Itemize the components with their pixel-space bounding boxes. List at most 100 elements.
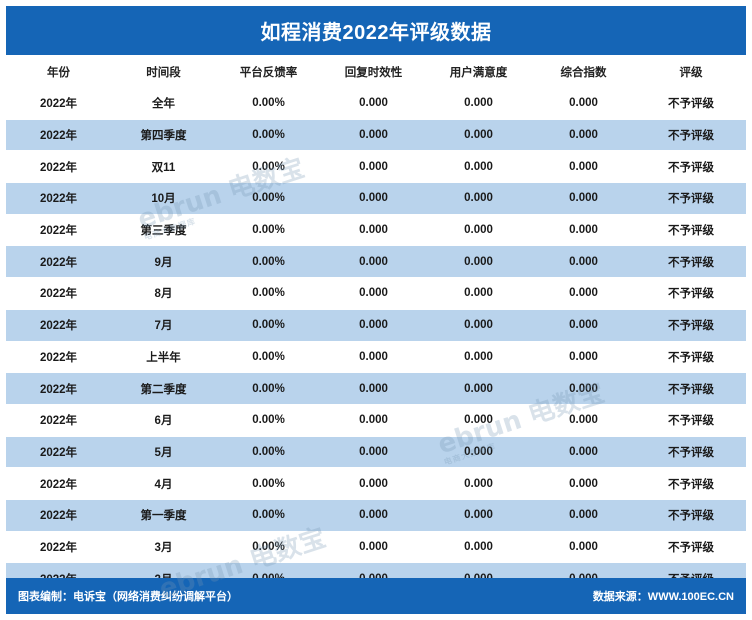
table-cell: 不予评级 — [636, 245, 746, 279]
table-cell: 0.00% — [216, 119, 321, 152]
table-cell: 0.000 — [426, 214, 531, 247]
column-header: 回复时效性 — [344, 66, 403, 79]
table-row: 2022年 全年 0.00% 0.000 0.000 0.000 不予评级 — [6, 88, 746, 120]
column-header: 年份 — [47, 66, 70, 79]
table-cell: 不予评级 — [636, 499, 746, 532]
table-cell: 0.000 — [426, 499, 531, 532]
table-cell: 不予评级 — [636, 119, 746, 152]
table-row: 2022年 9月 0.00% 0.000 0.000 0.000 不予评级 — [6, 245, 746, 279]
table-cell: 0.000 — [321, 245, 426, 279]
table-cell: 0.000 — [321, 150, 426, 184]
table-cell: 不予评级 — [636, 467, 746, 500]
table-cell: 0.000 — [321, 467, 426, 500]
table-cell: 双11 — [111, 150, 216, 184]
table-cell: 上半年 — [111, 341, 216, 374]
table-cell: 5月 — [111, 436, 216, 469]
table-cell: 0.000 — [531, 309, 636, 342]
table-cell: 0.00% — [216, 372, 321, 405]
table-cell: 2022年 — [6, 214, 111, 247]
table-cell: 2022年 — [6, 341, 111, 374]
table-cell: 0.00% — [216, 277, 321, 310]
table-row: 2022年 第一季度 0.00% 0.000 0.000 0.000 不予评级 — [6, 499, 746, 532]
table-cell: 不予评级 — [636, 277, 746, 310]
table-body: 2022年 全年 0.00% 0.000 0.000 0.000 不予评级 2022年 第四季度… — [6, 88, 746, 595]
table-cell: 0.000 — [321, 341, 426, 374]
table-row: 2022年 上半年 0.00% 0.000 0.000 0.000 不予评级 — [6, 341, 746, 374]
table-row: 2022年 第二季度 0.00% 0.000 0.000 0.000 不予评级 — [6, 372, 746, 405]
table-title: 如程消费2022年评级数据 — [6, 6, 746, 55]
table-cell: 不予评级 — [636, 309, 746, 342]
table-cell: 0.000 — [426, 119, 531, 152]
table-cell: 0.000 — [321, 119, 426, 152]
table-cell: 0.000 — [531, 467, 636, 500]
table-cell: 3月 — [111, 531, 216, 564]
table-cell: 0.000 — [531, 531, 636, 564]
table-cell: 0.000 — [531, 214, 636, 247]
table-cell: 2022年 — [6, 150, 111, 184]
footer-bar: 图表编制：电诉宝（网络消费纠纷调解平台） 数据来源：WWW.100EC.CN — [6, 578, 746, 614]
table-cell: 0.00% — [216, 436, 321, 469]
table-row: 2022年 10月 0.00% 0.000 0.000 0.000 不予评级 — [6, 182, 746, 215]
table-cell: 4月 — [111, 467, 216, 500]
column-header: 评级 — [679, 66, 703, 79]
table-cell: 2022年 — [6, 309, 111, 342]
table-cell: 0.000 — [531, 245, 636, 279]
table-cell: 0.000 — [531, 150, 636, 184]
table-cell: 0.00% — [216, 309, 321, 342]
table-cell: 0.000 — [426, 150, 531, 184]
table-cell: 0.000 — [321, 404, 426, 437]
table-cell: 不予评级 — [636, 341, 746, 374]
table-cell: 2022年 — [6, 182, 111, 215]
table-cell: 0.00% — [216, 150, 321, 184]
table-cell: 不予评级 — [636, 88, 746, 120]
column-header: 平台反馈率 — [239, 66, 298, 79]
table-cell: 第二季度 — [111, 372, 216, 405]
table-cell: 8月 — [111, 277, 216, 310]
table-cell: 6月 — [111, 404, 216, 437]
table-cell: 0.000 — [321, 372, 426, 405]
table-cell: 0.00% — [216, 245, 321, 279]
table-cell: 2022年 — [6, 404, 111, 437]
table-cell: 不予评级 — [636, 531, 746, 564]
table-cell: 0.000 — [531, 341, 636, 374]
table-cell: 0.000 — [426, 341, 531, 374]
column-header: 综合指数 — [560, 66, 607, 79]
table-row: 2022年 7月 0.00% 0.000 0.000 0.000 不予评级 — [6, 309, 746, 342]
table-row: 2022年 4月 0.00% 0.000 0.000 0.000 不予评级 — [6, 467, 746, 500]
table-cell: 0.000 — [321, 499, 426, 532]
table-cell: 2022年 — [6, 372, 111, 405]
table-cell: 不予评级 — [636, 404, 746, 437]
table-cell: 0.000 — [426, 531, 531, 564]
table-row: 2022年 第四季度 0.00% 0.000 0.000 0.000 不予评级 — [6, 119, 746, 152]
table-cell: 0.00% — [216, 404, 321, 437]
table-cell: 0.000 — [321, 436, 426, 469]
table-cell: 0.00% — [216, 531, 321, 564]
table-cell: 0.000 — [426, 182, 531, 215]
table-cell: 0.000 — [531, 277, 636, 310]
header-row: 年份 时间段 平台反馈率 回复时效性 用户满意度 综合指数 评级 — [6, 55, 746, 88]
table-cell: 0.000 — [531, 88, 636, 120]
table-row: 2022年 6月 0.00% 0.000 0.000 0.000 不予评级 — [6, 404, 746, 437]
table-row: 2022年 3月 0.00% 0.000 0.000 0.000 不予评级 — [6, 531, 746, 564]
table-cell: 0.000 — [426, 309, 531, 342]
table-cell: 不予评级 — [636, 150, 746, 184]
table-cell: 2022年 — [6, 245, 111, 279]
table-cell: 0.00% — [216, 88, 321, 120]
table-cell: 0.000 — [426, 277, 531, 310]
table-cell: 0.000 — [426, 436, 531, 469]
table-cell: 0.000 — [321, 182, 426, 215]
table-cell: 0.000 — [426, 467, 531, 500]
table-cell: 0.00% — [216, 341, 321, 374]
table-cell: 0.000 — [531, 372, 636, 405]
table-cell: 2022年 — [6, 499, 111, 532]
rating-table-card: 如程消费2022年评级数据 年份 时间段 平台反馈率 回复时效性 用户满意度 综合指数 评级… — [6, 6, 746, 614]
table-cell: 0.000 — [531, 182, 636, 215]
table-row: 2022年 双11 0.00% 0.000 0.000 0.000 不予评级 — [6, 150, 746, 184]
table-cell: 2022年 — [6, 119, 111, 152]
table-cell: 10月 — [111, 182, 216, 215]
table-cell: 全年 — [111, 88, 216, 120]
column-header: 用户满意度 — [449, 66, 508, 79]
table-row: 2022年 第三季度 0.00% 0.000 0.000 0.000 不予评级 — [6, 214, 746, 247]
table-cell: 0.000 — [531, 499, 636, 532]
table-cell: 0.000 — [321, 531, 426, 564]
